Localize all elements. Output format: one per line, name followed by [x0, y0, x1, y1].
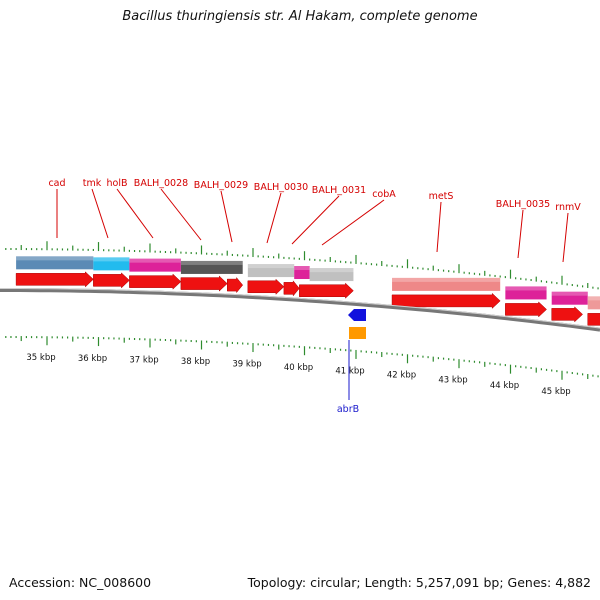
- abrB-arrow: [348, 309, 366, 321]
- callout-cobA: [321, 199, 385, 246]
- scale-label: 38 kbp: [181, 357, 210, 367]
- scale-label: 45 kbp: [541, 387, 570, 397]
- block-0030: [247, 264, 295, 278]
- gene-label-BALH_0030: BALH_0030: [254, 182, 308, 193]
- backbone-highlight: [0, 288, 600, 329]
- callout-BALH_0029: [220, 190, 233, 243]
- callout-metS: [436, 201, 442, 253]
- scale-label: 44 kbp: [490, 381, 519, 391]
- scale-label: 36 kbp: [78, 354, 107, 364]
- block-cad-shine: [16, 256, 94, 261]
- callout-BALH_0030: [266, 192, 282, 244]
- scale-label: 42 kbp: [387, 371, 416, 381]
- arrow-0028: [180, 275, 228, 292]
- forward-arrows: [15, 271, 600, 326]
- block-holB: [129, 258, 181, 272]
- callout-holB: [116, 188, 154, 239]
- arrow-holB: [129, 273, 182, 290]
- block-holB-shine: [129, 258, 181, 263]
- callout-BALH_0035: [517, 209, 524, 259]
- block-tmk: [93, 257, 130, 271]
- reverse-arrows: [348, 309, 366, 339]
- scale-labels: 35 kbp 36 kbp 37 kbp 38 kbp 39 kbp 40 kbp 41 k…: [26, 353, 570, 397]
- arrow-next: [587, 313, 600, 326]
- gene-label-metS: metS: [429, 191, 454, 202]
- genome-stats: Topology: circular; Length: 5,257,091 bp…: [247, 575, 591, 590]
- block-0031: [294, 266, 310, 280]
- block-rnmV: [551, 291, 588, 305]
- scale-label: 37 kbp: [129, 355, 158, 365]
- block-metS: [392, 277, 501, 291]
- block-next: [587, 296, 600, 310]
- arrow-rnmV: [551, 306, 583, 323]
- gene-label-tmk: tmk: [83, 178, 102, 189]
- arrow-0035: [505, 301, 547, 318]
- abrB-block: [349, 327, 366, 339]
- block-tmk-shine: [93, 257, 130, 262]
- gene-callouts: cad tmk holB BALH_0028 BALH_0029 BALH_0030 BAL…: [48, 178, 581, 415]
- arrow-0031: [283, 280, 300, 297]
- callout-BALH_0031: [291, 195, 340, 245]
- scale-label: 41 kbp: [335, 366, 364, 376]
- block-0031-shine: [294, 266, 310, 271]
- gene-label-abrB: abrB: [337, 404, 359, 415]
- backbone-line: [0, 288, 600, 332]
- block-cobA-shine: [309, 268, 354, 273]
- gene-label-holB: holB: [107, 178, 128, 189]
- arrow-0030: [247, 278, 285, 295]
- block-0028: [180, 260, 243, 274]
- callout-tmk: [91, 188, 109, 239]
- inner-ticks: [5, 336, 599, 380]
- block-rnmV-shine: [551, 291, 588, 296]
- block-0035-shine: [505, 286, 547, 291]
- gene-label-BALH_0028: BALH_0028: [134, 178, 188, 189]
- genome-title: Bacillus thuringiensis str. Al Hakam, co…: [122, 9, 478, 24]
- block-next-shine: [587, 296, 600, 301]
- arrow-0029: [227, 276, 244, 294]
- gene-label-cad: cad: [48, 178, 65, 189]
- arrow-cobA: [299, 282, 354, 299]
- arrow-tmk: [93, 272, 130, 289]
- scale-label: 43 kbp: [438, 376, 467, 386]
- genome-backbone: [0, 288, 600, 332]
- arrow-cad: [15, 271, 94, 288]
- outer-ticks: [5, 241, 599, 290]
- callout-BALH_0028: [160, 188, 202, 241]
- arrow-metS: [391, 292, 501, 309]
- callout-rnmV: [562, 212, 569, 263]
- scale-label: 39 kbp: [232, 360, 261, 370]
- scale-label: 35 kbp: [26, 353, 55, 363]
- block-0028-shine: [180, 260, 243, 265]
- feature-blocks: [16, 256, 600, 310]
- block-cad: [16, 256, 94, 270]
- block-0030-shine: [247, 264, 295, 269]
- block-metS-shine: [392, 277, 501, 282]
- gene-label-cobA: cobA: [372, 189, 396, 200]
- block-0035: [505, 286, 547, 300]
- gene-label-BALH_0031: BALH_0031: [312, 185, 366, 196]
- gene-label-BALH_0035: BALH_0035: [496, 199, 550, 210]
- accession-label: Accession: NC_008600: [9, 575, 152, 590]
- gene-label-rnmV: rnmV: [555, 202, 581, 213]
- block-cobA: [309, 268, 354, 282]
- scale-label: 40 kbp: [284, 363, 313, 373]
- gene-label-BALH_0029: BALH_0029: [194, 180, 248, 191]
